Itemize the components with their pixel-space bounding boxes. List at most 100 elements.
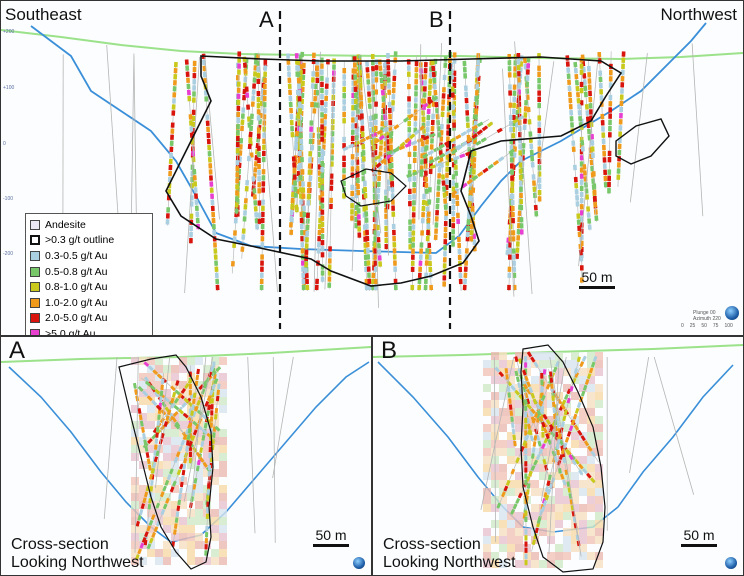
drill-trace <box>247 356 256 534</box>
assay-interval <box>148 519 154 526</box>
assay-interval <box>575 534 580 541</box>
assay-interval <box>196 368 200 375</box>
grade-block <box>219 533 227 541</box>
assay-interval <box>542 413 548 420</box>
assay-interval <box>563 393 569 400</box>
assay-interval <box>580 390 586 397</box>
assay-interval <box>393 124 400 130</box>
grade-block <box>163 549 171 557</box>
grade-block <box>179 525 187 533</box>
assay-interval <box>148 498 152 504</box>
assay-interval <box>150 514 156 521</box>
legend-label: 2.0-5.0 g/t Au <box>45 312 108 325</box>
grade-block <box>187 525 195 533</box>
grade-block <box>187 541 195 549</box>
assay-interval <box>555 416 560 422</box>
grade-block <box>179 533 187 541</box>
assay-interval <box>568 425 574 432</box>
grade-block <box>203 509 211 517</box>
assay-interval <box>505 374 509 380</box>
assay-interval <box>573 424 580 431</box>
assay-interval <box>541 421 546 428</box>
assay-interval <box>209 456 214 463</box>
grade-block <box>131 493 139 501</box>
grade-block <box>187 557 195 565</box>
grade-block <box>515 472 523 480</box>
assay-interval <box>573 522 578 529</box>
grade-block <box>507 432 515 440</box>
grade-block <box>555 488 563 496</box>
assay-interval <box>166 409 172 416</box>
grade-block <box>219 469 227 477</box>
grade-block <box>547 352 555 360</box>
pit-shell-line <box>30 22 707 254</box>
assay-interval <box>566 431 572 437</box>
grade-block <box>155 509 163 517</box>
grade-block <box>171 469 179 477</box>
assay-interval <box>177 392 183 399</box>
assay-interval <box>137 408 142 414</box>
grade-block <box>219 509 227 517</box>
grade-block <box>523 512 531 520</box>
assay-interval <box>151 531 156 538</box>
assay-interval <box>572 413 578 420</box>
grade-block <box>547 560 555 568</box>
assay-interval <box>213 378 219 385</box>
grade-block <box>547 456 555 464</box>
assay-interval <box>203 382 208 389</box>
grade-block <box>179 493 187 501</box>
grade-block <box>163 509 171 517</box>
assay-interval <box>547 438 552 445</box>
grade-block <box>211 389 219 397</box>
grade-block <box>555 352 563 360</box>
grade-block <box>147 461 155 469</box>
assay-interval <box>178 493 182 500</box>
grade-block <box>515 480 523 488</box>
drill-trace <box>204 55 220 220</box>
assay-interval <box>147 365 154 372</box>
grade-block <box>531 552 539 560</box>
assay-interval <box>517 382 522 389</box>
assay-interval <box>212 426 217 432</box>
assay-interval <box>196 399 201 406</box>
assay-interval <box>146 525 152 532</box>
grade-block <box>179 365 187 373</box>
assay-interval <box>132 382 137 389</box>
assay-interval <box>453 155 460 161</box>
grade-block <box>555 368 563 376</box>
assay-interval <box>562 442 568 449</box>
assay-interval <box>510 508 516 515</box>
grade-block <box>195 501 203 509</box>
grade-block <box>179 413 187 421</box>
assay-interval <box>539 408 545 415</box>
assay-interval <box>135 520 141 527</box>
grade-block <box>131 525 139 533</box>
assay-interval <box>138 414 143 421</box>
grade-block <box>595 432 603 440</box>
grade-block <box>555 496 563 504</box>
grade-block <box>587 440 595 448</box>
assay-interval <box>429 164 436 170</box>
grade-block <box>515 560 523 568</box>
grade-block <box>147 413 155 421</box>
legend-item-outline: >0.3 g/t outline <box>30 233 148 249</box>
assay-interval <box>176 469 182 476</box>
grade-block <box>179 357 187 365</box>
grade-block <box>219 437 227 445</box>
assay-interval <box>149 486 154 492</box>
assay-interval <box>182 412 189 419</box>
assay-interval <box>380 89 385 96</box>
orientation-readout: Plunge 00 Azimuth 220 <box>693 310 721 322</box>
grade-block <box>131 549 139 557</box>
assay-interval <box>153 450 157 456</box>
grade-block <box>187 461 195 469</box>
grade-block <box>483 448 491 456</box>
assay-interval <box>540 394 546 401</box>
grade-block <box>587 496 595 504</box>
assay-interval <box>190 435 196 442</box>
grade-block <box>483 552 491 560</box>
grade-block <box>195 469 203 477</box>
assay-interval <box>578 463 584 470</box>
grade-block <box>547 520 555 528</box>
grade-block <box>491 520 499 528</box>
